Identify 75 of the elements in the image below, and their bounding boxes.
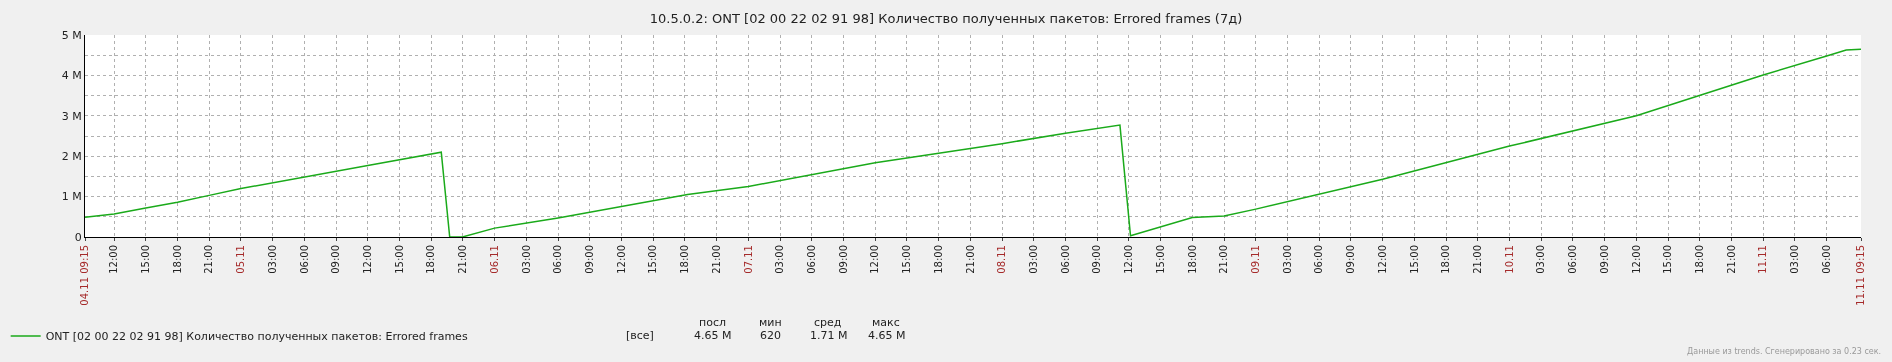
x-tick-label: 06:00 <box>1820 245 1832 274</box>
x-tick-label: 03:00 <box>266 245 278 274</box>
x-tick-label: 18:00 <box>171 245 183 274</box>
x-tick-label: 18:00 <box>425 245 437 274</box>
text: Данные из trends. Сгенерировано за 0.23 сек. <box>1687 347 1882 356</box>
x-tick-label: 09:00 <box>330 245 342 274</box>
y-tick-label: 1 M <box>61 190 82 204</box>
y-tick-label: 4 M <box>61 69 82 83</box>
x-tick-label: 09:00 <box>1345 245 1357 274</box>
x-tick-label: 15:00 <box>140 245 152 274</box>
x-tick-label: 12:00 <box>1123 245 1135 274</box>
x-tick-label: 06:00 <box>1313 245 1325 274</box>
x-tick-label: 15:00 <box>901 245 913 274</box>
x-tick-label: 21:00 <box>1725 245 1737 274</box>
x-tick-label: 12:00 <box>869 245 881 274</box>
x-tick-label: 09:00 <box>584 245 596 274</box>
x-tick-label: 09:00 <box>1598 245 1610 274</box>
text: 4.65 M <box>694 329 732 342</box>
x-tick-label: 15:00 <box>1662 245 1674 274</box>
y-tick-label: 3 M <box>61 109 82 123</box>
x-tick-label: 08.11 <box>996 245 1008 274</box>
x-tick-label: 15:00 <box>1408 245 1420 274</box>
x-tick-label: 03:00 <box>1535 245 1547 274</box>
x-tick-label: 06:00 <box>552 245 564 274</box>
legend-label: ONT [02 00 22 02 91 98] Количество полученных пакетов: Errored frames <box>45 330 468 344</box>
x-tick-label: 21:00 <box>457 245 469 274</box>
x-tick-label: 06:00 <box>1059 245 1071 274</box>
x-tick-label: 21:00 <box>710 245 722 274</box>
x-tick-label: 12:00 <box>1630 245 1642 274</box>
x-tick-label: 05.11 <box>235 245 247 274</box>
x-tick-label: 09.11 <box>1250 245 1262 274</box>
x-tick-label: 21:00 <box>1218 245 1230 274</box>
text: 4.65 M <box>868 329 906 342</box>
text: посл <box>699 316 727 329</box>
x-tick-label: 15:00 <box>647 245 659 274</box>
y-tick-label: 5 M <box>61 28 82 42</box>
x-tick-label: 15:00 <box>393 245 405 274</box>
x-tick-label: 18:00 <box>1186 245 1198 274</box>
x-tick-label: 09:00 <box>1091 245 1103 274</box>
x-tick-label: 12:00 <box>108 245 120 274</box>
x-tick-label: 15:00 <box>1154 245 1166 274</box>
text: сред <box>814 316 842 329</box>
text: 1.71 M <box>810 329 848 342</box>
x-tick-label: 10.11 <box>1503 245 1515 274</box>
x-tick-label: 07.11 <box>742 245 754 274</box>
text: 620 <box>760 329 781 342</box>
y-tick-label: 0 <box>74 230 82 244</box>
x-tick-label: 12:00 <box>362 245 374 274</box>
x-tick-label: 06:00 <box>806 245 818 274</box>
x-tick-label: 06.11 <box>488 245 500 274</box>
x-tick-label: 03:00 <box>1281 245 1293 274</box>
x-tick-label: 04.11 09:15 <box>79 245 91 306</box>
x-tick-label: 06:00 <box>1567 245 1579 274</box>
chart-title: 10.5.0.2: ONT [02 00 22 02 91 98] Количество полученных пакетов: Errored frames (7д) <box>649 10 1243 26</box>
x-tick-label: 11.11 09:15 <box>1855 245 1867 306</box>
text: [все] <box>626 329 654 342</box>
text: мин <box>759 316 782 329</box>
x-tick-label: 18:00 <box>1440 245 1452 274</box>
x-tick-label: 06:00 <box>298 245 310 274</box>
text: макс <box>872 316 900 329</box>
x-tick-label: 18:00 <box>1694 245 1706 274</box>
x-tick-label: 12:00 <box>615 245 627 274</box>
y-tick-label: 2 M <box>61 150 82 164</box>
x-tick-label: 03:00 <box>1789 245 1801 274</box>
x-tick-label: 21:00 <box>1472 245 1484 274</box>
x-tick-label: 18:00 <box>679 245 691 274</box>
x-tick-label: 18:00 <box>932 245 944 274</box>
x-tick-label: 21:00 <box>964 245 976 274</box>
x-tick-label: 11.11 <box>1757 245 1769 274</box>
x-tick-label: 21:00 <box>203 245 215 274</box>
x-tick-label: 03:00 <box>520 245 532 274</box>
x-tick-label: 12:00 <box>1376 245 1388 274</box>
x-tick-label: 09:00 <box>837 245 849 274</box>
x-tick-label: 03:00 <box>1028 245 1040 274</box>
x-tick-label: 03:00 <box>774 245 786 274</box>
